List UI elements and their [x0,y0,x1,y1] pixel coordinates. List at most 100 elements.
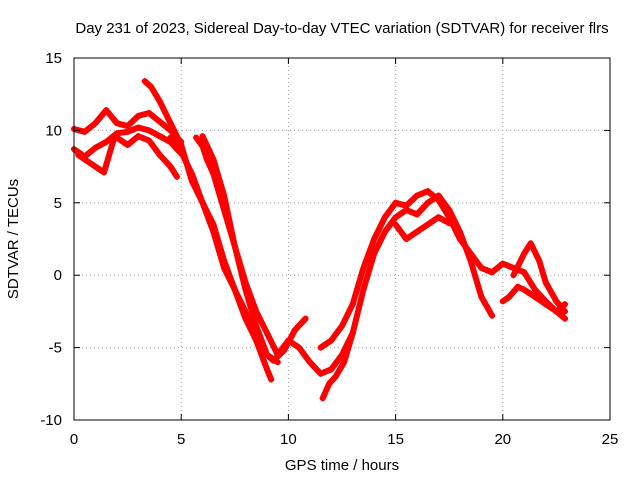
x-tick-label: 5 [177,431,185,448]
data-point [506,293,513,300]
data-point [341,359,348,366]
data-point [178,149,185,156]
data-point [328,337,335,344]
data-point [392,214,399,221]
chart-title: Day 231 of 2023, Sidereal Day-to-day VTE… [75,20,608,37]
data-point [231,243,238,250]
data-point [167,163,174,170]
data-point [561,308,568,315]
data-point [92,144,99,151]
data-point [253,337,260,344]
data-point [92,120,99,127]
data-point [435,196,442,203]
data-point [167,134,174,141]
data-point [392,221,399,228]
data-point [553,308,560,315]
data-point [86,159,93,166]
data-point [499,298,506,305]
data-point [478,293,485,300]
data-point [103,138,110,145]
data-point [360,286,367,293]
data-point [274,359,281,366]
data-point [435,214,442,221]
data-point [319,395,326,402]
y-tick-label: 15 [45,50,62,67]
x-tick-label: 25 [602,431,619,448]
data-point [75,152,82,159]
data-point [553,298,560,305]
data-point [531,293,538,300]
series-arc-10 [392,214,453,242]
data-point [135,112,142,119]
series-arc-9 [317,188,568,351]
data-point [124,123,131,130]
data-point [521,269,528,276]
y-tick-label: -5 [49,340,62,357]
data-point [113,120,120,127]
data-point [148,83,155,90]
data-point [156,133,163,140]
data-point [306,359,313,366]
data-point [392,199,399,206]
data-point [210,221,217,228]
data-point [349,330,356,337]
series-arc-3 [75,133,180,180]
data-point [253,322,260,329]
data-point [446,214,453,221]
data-point [156,152,163,159]
data-point [414,192,421,199]
data-point [242,315,249,322]
data-point [242,279,249,286]
data-point [173,173,180,180]
data-point [146,127,153,134]
data-point [332,373,339,380]
data-point [146,110,153,117]
data-point [111,133,118,140]
data-point [414,228,421,235]
data-point [328,366,335,373]
data-point [263,330,270,337]
y-axis-label: SDTVAR / TECUs [5,179,22,299]
data-point [199,133,206,140]
data-point [424,199,431,206]
data-point [542,301,549,308]
data-point [381,228,388,235]
x-tick-label: 0 [70,431,78,448]
data-point [514,283,521,290]
data-point [403,202,410,209]
y-tick-label: -10 [40,412,62,429]
data-point [103,107,110,114]
data-point [124,141,131,148]
data-point [263,366,270,373]
data-point [291,327,298,334]
data-point [360,264,367,271]
y-tick-label: 10 [45,122,62,139]
axis-ticks: 0 5 10 15 20 25 -10 -5 0 5 10 15 [40,50,618,448]
data-point [561,315,568,322]
data-point [274,351,281,358]
x-tick-label: 20 [494,431,511,448]
data-point [135,133,142,140]
x-tick-label: 10 [280,431,297,448]
data-point [253,308,260,315]
data-point [199,199,206,206]
data-point [101,169,108,176]
data-point [302,315,309,322]
data-point [489,269,496,276]
data-point [414,211,421,218]
y-tick-label: 0 [54,267,62,284]
data-point [561,301,568,308]
data-point [296,344,303,351]
x-axis-label: GPS time / hours [285,457,399,474]
data-point [263,351,270,358]
data-point [403,236,410,242]
x-tick-label: 15 [387,431,404,448]
data-point [456,236,463,242]
data-point [424,221,431,228]
data-point [527,240,534,247]
series-arc-8 [319,192,496,402]
data-point [424,188,431,195]
data-point [146,137,153,144]
data-point [203,156,210,163]
data-point [521,286,528,293]
